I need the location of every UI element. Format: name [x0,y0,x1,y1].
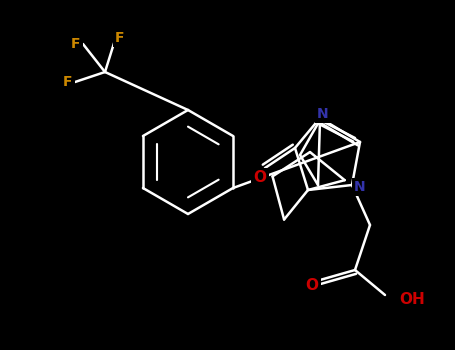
Text: F: F [63,75,73,89]
Text: N: N [354,180,366,194]
Text: N: N [317,107,329,121]
Text: F: F [71,37,81,51]
Text: OH: OH [399,293,425,308]
Text: F: F [115,31,125,45]
Text: O: O [305,278,318,293]
Text: O: O [253,170,267,186]
